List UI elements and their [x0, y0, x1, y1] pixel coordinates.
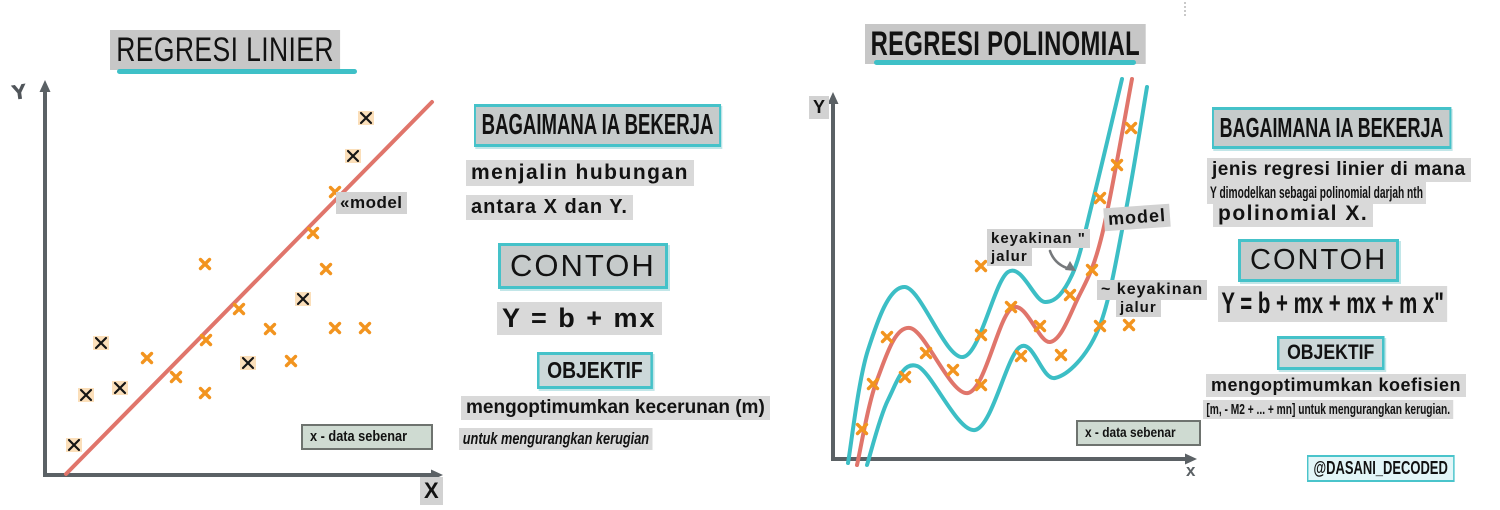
dotted-divider	[1184, 2, 1186, 16]
scatter-point	[1033, 319, 1047, 333]
scatter-point	[198, 257, 212, 271]
scatter-point	[1122, 318, 1136, 332]
left-example-formula: Y = b + mx	[497, 302, 662, 335]
right-how-line1: jenis regresi linier di mana	[1207, 158, 1471, 182]
scatter-point	[1093, 191, 1107, 205]
right-how-line2: Y dimodelkan sebagai polinomial darjah n…	[1207, 182, 1426, 204]
scatter-point	[67, 438, 81, 452]
right-how-heading: BAGAIMANA IA BEKERJA	[1212, 107, 1452, 149]
left-model-label: «model	[336, 192, 407, 214]
scatter-point	[284, 354, 298, 368]
scatter-point	[79, 388, 93, 402]
scatter-point	[241, 356, 255, 370]
scatter-point	[359, 111, 373, 125]
right-example-formula: Y = b + mx + mx + m x"	[1218, 286, 1448, 322]
scatter-point	[1085, 263, 1099, 277]
left-objective-heading: OBJEKTIF	[537, 352, 653, 389]
linear-regression-chart	[0, 75, 460, 510]
y-axis-arrowhead	[39, 80, 51, 92]
scatter-point	[1110, 158, 1124, 172]
scatter-point	[1054, 348, 1068, 362]
left-how-heading: BAGAIMANA IA BEKERJA	[474, 104, 722, 147]
polynomial-regression-chart	[800, 77, 1220, 485]
axes	[831, 97, 1192, 461]
scatter-point	[898, 370, 912, 384]
right-title-underline	[874, 60, 1136, 65]
band-pointer-arrow-icon	[1048, 249, 1076, 271]
scatter-point	[319, 262, 333, 276]
right-objective-heading: OBJEKTIF	[1277, 336, 1385, 370]
left-how-line1: menjalin hubungan	[466, 160, 694, 186]
left-title-underline	[117, 69, 357, 74]
right-model-label: model	[1103, 203, 1171, 232]
scatter-point	[346, 149, 360, 163]
left-example-heading: CONTOH	[498, 243, 668, 289]
left-objective-line1: mengoptimumkan kecerunan (m)	[461, 396, 770, 420]
right-example-heading: CONTOH	[1238, 239, 1400, 282]
scatter-point	[169, 370, 183, 384]
model-line	[64, 100, 434, 476]
x-axis-arrowhead	[1185, 453, 1197, 465]
scatter-point	[306, 226, 320, 240]
left-legend-text: x - data sebenar	[310, 428, 408, 445]
left-how-line2: antara X dan Y.	[466, 195, 633, 220]
right-legend-text: x - data sebenar	[1085, 424, 1176, 440]
right-how-line3: polinomial X.	[1213, 201, 1374, 227]
confidence-band-upper-label-line1: keyakinan "	[987, 229, 1090, 248]
scatter-point	[1063, 288, 1077, 302]
right-x-axis-label: x	[1186, 461, 1196, 480]
axes	[43, 85, 438, 477]
chart-svg	[39, 80, 443, 481]
right-objective-line1: mengoptimumkan koefisien	[1206, 374, 1467, 397]
right-panel-title: REGRESI POLINOMIAL	[865, 24, 1146, 64]
confidence-band-lower-label-line1: ~ keyakinan	[1097, 280, 1208, 300]
scatter-point	[946, 363, 960, 377]
scatter-point	[113, 381, 127, 395]
scatter-point	[1004, 300, 1018, 314]
scatter-point	[263, 322, 277, 336]
confidence-band-upper-label-line2: jalur	[987, 247, 1032, 266]
scatter-point	[855, 422, 869, 436]
chart-svg	[827, 77, 1197, 467]
scatter-point	[94, 336, 108, 350]
scatter-point	[1124, 121, 1138, 135]
left-objective-line2: untuk mengurangkan kerugian	[459, 428, 653, 450]
scatter-point	[1093, 319, 1107, 333]
scatter-point	[880, 330, 894, 344]
scatter-point	[199, 333, 213, 347]
left-x-axis-label: X	[420, 477, 443, 505]
scatter-point	[866, 377, 880, 391]
scatter-point	[974, 259, 988, 273]
scatter-point	[296, 292, 310, 306]
right-y-axis-label: Y	[809, 96, 830, 119]
scatter-point	[1014, 349, 1028, 363]
left-legend-box: x - data sebenar	[301, 424, 434, 450]
left-y-axis-label: Y	[10, 79, 29, 105]
confidence-band-upper	[846, 77, 1124, 465]
watermark-badge: @DASANI_DECODED	[1307, 455, 1455, 482]
right-objective-line2: [m, - M2 + ... + mn] untuk mengurangkan …	[1203, 400, 1454, 419]
left-panel-title: REGRESI LINIER	[110, 30, 341, 70]
scatter-point	[358, 321, 372, 335]
scatter-point	[232, 302, 246, 316]
scatter-point	[974, 328, 988, 342]
confidence-band-lower-label-line2: jalur	[1116, 298, 1161, 317]
right-legend-box: x - data sebenar	[1076, 420, 1201, 446]
scatter-point	[919, 346, 933, 360]
scatter-point	[974, 378, 988, 392]
y-axis-arrowhead	[827, 92, 839, 104]
scatter-point	[140, 351, 154, 365]
scatter-point	[328, 321, 342, 335]
scatter-point	[198, 386, 212, 400]
